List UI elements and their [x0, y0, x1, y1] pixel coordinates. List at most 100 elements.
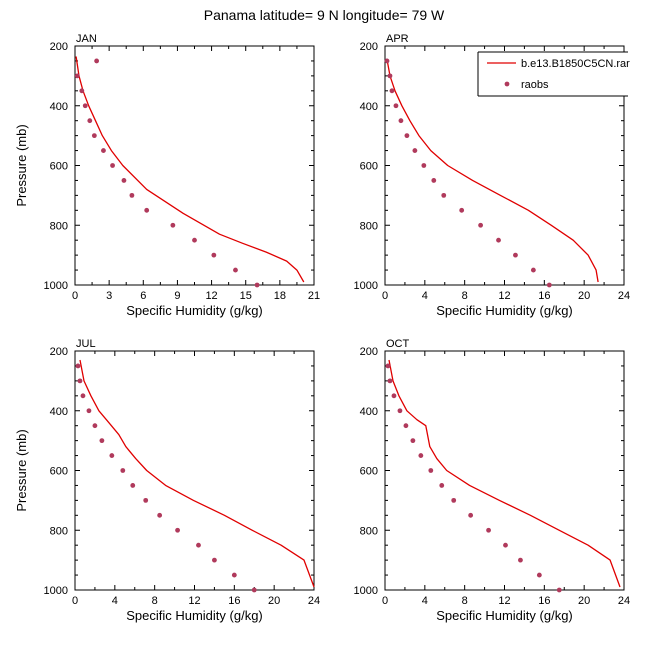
raobs-point [231, 572, 237, 578]
x-tick-label: 21 [308, 290, 320, 302]
raobs-point [530, 267, 536, 273]
model-line [75, 56, 305, 283]
raobs-point [251, 587, 257, 593]
x-tick-label: 12 [498, 595, 510, 607]
panel-label: APR [386, 33, 409, 45]
raobs-point [196, 542, 201, 548]
raobs-point [403, 423, 409, 429]
raobs-point [121, 178, 127, 183]
panel-apr: 0 4 8 12 16 20 24 200 400 600 800 1000 APR Specific H… [354, 33, 631, 318]
raobs-point [393, 103, 399, 109]
raobs-point [129, 192, 135, 198]
raobs-point [86, 408, 92, 414]
raobs-point [130, 483, 136, 488]
y-tick-label: 200 [360, 41, 378, 53]
raobs-point [441, 192, 447, 198]
y-tick-label: 600 [360, 466, 378, 478]
panel-label: JUL [76, 338, 96, 350]
x-tick-label: 24 [308, 595, 320, 607]
raobs-point [536, 572, 542, 578]
raobs-point [421, 163, 427, 168]
raobs-point [120, 468, 126, 473]
y-tick-label: 1000 [354, 585, 378, 597]
x-tick-label: 8 [462, 290, 468, 302]
x-tick-label: 16 [538, 290, 550, 302]
raobs-point [398, 118, 404, 124]
raobs-point [410, 438, 416, 444]
raobs-point [170, 222, 176, 228]
panel-jan: 0 3 6 9 12 15 18 21 200 400 600 800 1000 JAN Specific … [14, 33, 320, 318]
raobs-point [439, 483, 445, 488]
x-tick-label: 9 [174, 290, 180, 302]
panel-label: OCT [386, 338, 410, 350]
raobs-point [503, 542, 508, 548]
raobs-point [459, 207, 465, 213]
raobs-point [389, 88, 395, 94]
x-tick-label: 0 [382, 595, 388, 607]
x-tick-label: 4 [422, 595, 428, 607]
x-tick-label: 6 [140, 290, 146, 302]
x-axis-label: Specific Humidity (g/kg) [436, 608, 573, 623]
y-tick-label: 800 [50, 220, 68, 232]
x-tick-label: 20 [578, 290, 590, 302]
raobs-point [254, 282, 260, 288]
legend: b.e13.B1850C5CN.rar raobs [477, 51, 630, 97]
raobs-point [175, 527, 180, 533]
x-tick-label: 0 [72, 290, 78, 302]
raobs-point [387, 378, 393, 384]
legend-background [478, 52, 628, 96]
raobs-point [556, 587, 562, 593]
x-tick-label: 20 [578, 595, 590, 607]
y-tick-label: 600 [50, 466, 68, 478]
raobs-point [431, 178, 437, 183]
figure-title: Panama latitude= 9 N longitude= 79 W [203, 7, 445, 23]
y-axis-label: Pressure (mb) [14, 124, 29, 206]
raobs-point [478, 222, 483, 228]
raobs-point [387, 73, 393, 79]
legend-marker-swatch [504, 81, 510, 87]
x-tick-label: 0 [382, 290, 388, 302]
x-tick-label: 12 [205, 290, 217, 302]
raobs-point [92, 423, 98, 429]
raobs-point [391, 393, 397, 399]
y-tick-label: 800 [360, 525, 378, 537]
raobs-point [79, 88, 85, 94]
y-tick-label: 600 [50, 161, 68, 173]
y-tick-label: 200 [360, 346, 378, 358]
y-tick-label: 1000 [44, 280, 68, 292]
raobs-point [82, 103, 88, 109]
raobs-point [486, 527, 491, 533]
model-line [79, 359, 315, 588]
panel-label: JAN [76, 33, 97, 45]
raobs-point [80, 393, 86, 399]
y-axis-label: Pressure (mb) [14, 429, 29, 511]
y-tick-label: 400 [360, 406, 378, 418]
x-tick-label: 18 [274, 290, 286, 302]
x-tick-label: 16 [228, 595, 240, 607]
raobs-point [192, 237, 197, 243]
raobs-point [157, 512, 163, 518]
x-tick-label: 20 [268, 595, 280, 607]
raobs-point [87, 118, 93, 124]
raobs-point [99, 438, 105, 444]
y-tick-label: 600 [360, 161, 378, 173]
raobs-point [513, 252, 518, 258]
x-tick-label: 16 [538, 595, 550, 607]
y-tick-label: 200 [50, 346, 68, 358]
y-tick-label: 400 [50, 101, 68, 113]
x-axis-label: Specific Humidity (g/kg) [436, 303, 573, 318]
raobs-point [75, 363, 81, 369]
y-tick-label: 800 [360, 220, 378, 232]
raobs-point [74, 73, 80, 79]
panel-oct: 0 4 8 12 16 20 24 200 400 600 800 1000 OCT Specific H… [354, 338, 631, 623]
raobs-point [94, 58, 100, 64]
raobs-point [518, 557, 523, 563]
x-tick-label: 4 [422, 290, 428, 302]
raobs-point [91, 133, 97, 139]
raobs-point [451, 497, 457, 503]
plot-frame [74, 350, 315, 591]
raobs-point [428, 468, 434, 473]
raobs-point [212, 557, 217, 563]
raobs-point [546, 282, 552, 288]
raobs-point [418, 453, 424, 458]
